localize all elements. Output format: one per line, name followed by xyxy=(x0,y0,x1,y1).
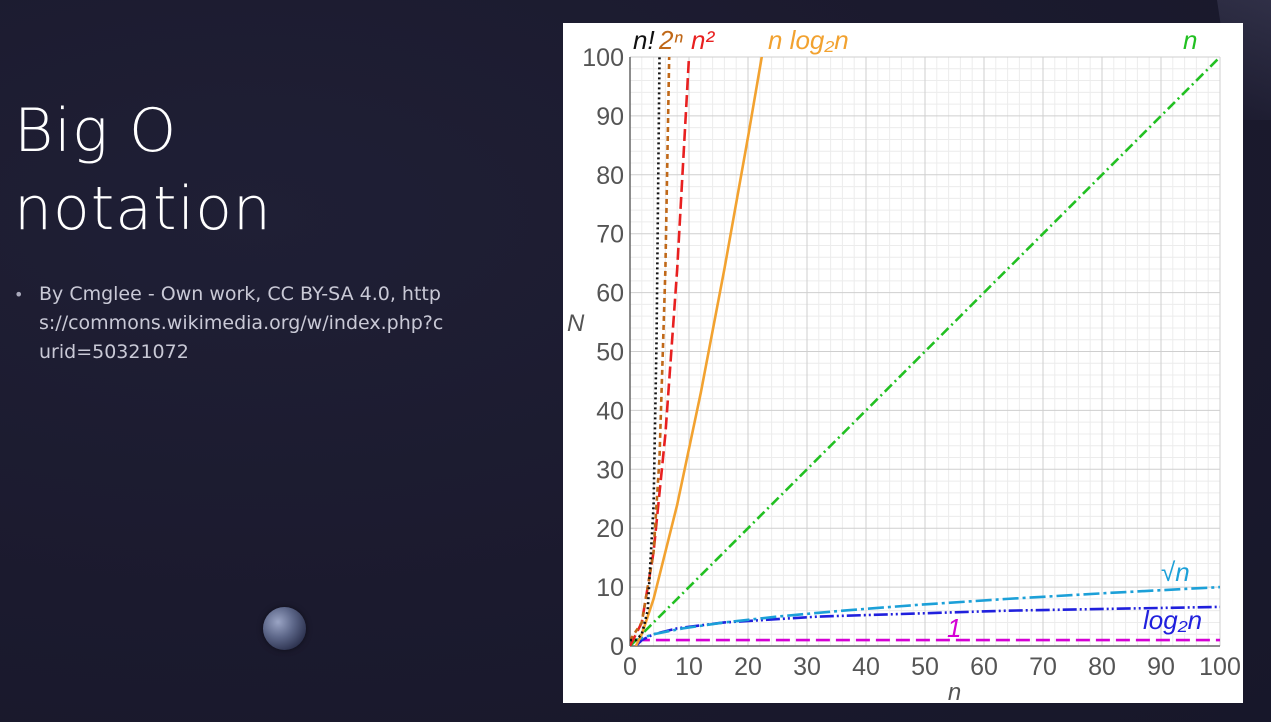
x-tick-label: 30 xyxy=(793,653,821,681)
series-line-n xyxy=(630,57,691,646)
x-tick-label: 70 xyxy=(1029,653,1057,681)
big-o-chart: 0 10 20 30 40 50 60 70 80 90 100 0 10 20 30 40 50 60 70 80 9… xyxy=(567,25,1241,703)
x-tick-label: 40 xyxy=(852,653,880,681)
series-line-n xyxy=(630,585,1220,646)
x-tick-label: 20 xyxy=(734,653,762,681)
label-constant-1: 1 xyxy=(947,613,961,643)
label-2-pow-n: 2ⁿ xyxy=(658,25,683,55)
label-sqrt-n: √n xyxy=(1161,557,1190,587)
x-tick-label: 80 xyxy=(1088,653,1116,681)
y-tick-label: 10 xyxy=(596,574,624,602)
x-tick-label: 100 xyxy=(1199,653,1241,681)
x-tick-label: 90 xyxy=(1147,653,1175,681)
decorative-orb xyxy=(263,607,306,650)
label-n: n xyxy=(1183,25,1197,55)
y-tick-label: 20 xyxy=(596,515,624,543)
series-line-2 xyxy=(630,57,671,641)
x-tick-label: 60 xyxy=(970,653,998,681)
series-line-logn xyxy=(634,605,1220,646)
x-tick-label: 50 xyxy=(911,653,939,681)
y-tick-label: 0 xyxy=(610,633,624,661)
label-n-squared: n² xyxy=(691,25,715,55)
y-tick-label: 90 xyxy=(596,103,624,131)
title-line-1: Big O xyxy=(14,96,178,166)
x-tick-label: 10 xyxy=(675,653,703,681)
x-axis-label: n xyxy=(948,679,961,703)
series-line-n xyxy=(630,57,1220,646)
series-line-nlogn xyxy=(634,57,764,646)
bullet-list: By Cmglee - Own work, CC BY-SA 4.0, http… xyxy=(14,280,444,367)
series-line-n xyxy=(630,57,661,642)
chart-image: 0 10 20 30 40 50 60 70 80 90 100 0 10 20 30 40 50 60 70 80 9… xyxy=(563,23,1243,703)
y-axis-label: N xyxy=(567,310,585,337)
series-group xyxy=(630,57,1220,646)
y-tick-label: 70 xyxy=(596,221,624,249)
y-tick-label: 100 xyxy=(582,44,624,72)
y-tick-label: 50 xyxy=(596,339,624,367)
x-tick-label: 0 xyxy=(623,653,637,681)
label-n-log2-n: n log₂n xyxy=(768,25,849,55)
y-tick-label: 60 xyxy=(596,280,624,308)
slide-title: Big O notation xyxy=(14,92,534,248)
bullet-item-attribution: By Cmglee - Own work, CC BY-SA 4.0, http… xyxy=(14,280,444,367)
y-tick-label: 80 xyxy=(596,162,624,190)
label-log2-n: log₂n xyxy=(1143,605,1202,635)
label-n-factorial: n! xyxy=(633,25,655,55)
title-line-2: notation xyxy=(14,174,272,244)
y-tick-label: 40 xyxy=(596,397,624,425)
y-tick-label: 30 xyxy=(596,456,624,484)
